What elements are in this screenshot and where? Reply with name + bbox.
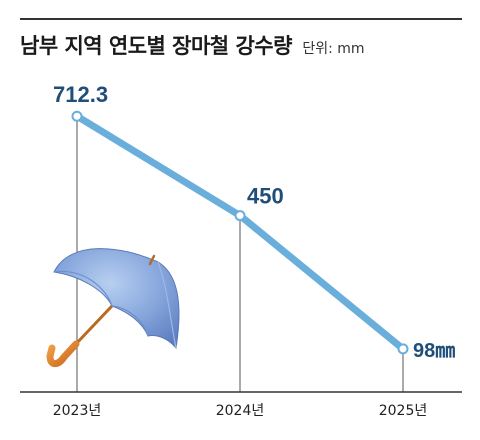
data-point-0 — [71, 110, 83, 122]
umbrella-icon — [46, 248, 180, 368]
chart-title: 남부 지역 연도별 장마철 강수량 — [20, 34, 292, 58]
data-points — [71, 110, 409, 355]
unit-label: 단위: mm — [302, 41, 365, 57]
data-label-1: 450 — [247, 184, 284, 209]
data-label-2: 98㎜ — [413, 340, 455, 362]
x-tick-label-1: 2024년 — [216, 403, 265, 419]
data-point-1 — [234, 210, 246, 222]
x-axis-ticks: 2023년 2024년 2025년 — [53, 403, 428, 419]
top-rule — [20, 18, 462, 20]
data-point-2 — [397, 343, 409, 355]
data-labels: 712.3 450 98㎜ — [53, 82, 455, 362]
x-tick-label-0: 2023년 — [53, 403, 102, 419]
x-tick-label-2: 2025년 — [379, 403, 428, 419]
data-label-0: 712.3 — [53, 82, 108, 107]
title-row: 남부 지역 연도별 장마철 강수량 단위: mm — [20, 30, 365, 60]
